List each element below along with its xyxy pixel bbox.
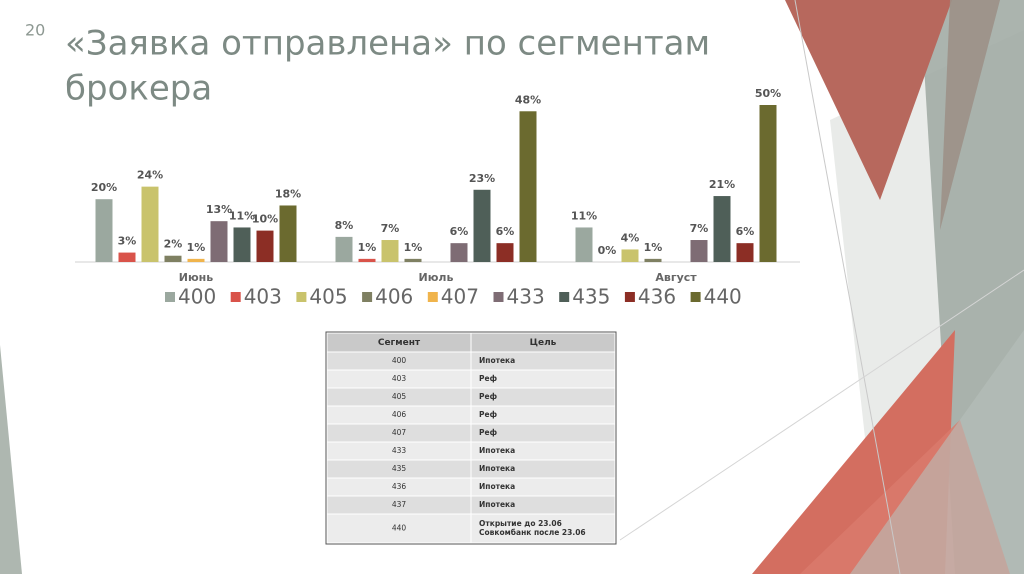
title-line: «Заявка отправлена» по сегментам [65, 24, 710, 64]
bar [187, 258, 205, 262]
bar [164, 255, 182, 262]
bar [690, 240, 708, 262]
table-cell: Ипотека [479, 356, 515, 365]
table-cell: 435 [392, 464, 407, 473]
bar [575, 227, 593, 262]
bar [759, 105, 777, 262]
bar [450, 243, 468, 262]
value-label: 1% [358, 241, 377, 254]
table-cell: 405 [392, 392, 407, 401]
legend-label: 400 [178, 285, 216, 309]
table-cell: Ипотека [479, 482, 515, 491]
legend-swatch [230, 292, 241, 302]
legend-label: 407 [441, 285, 479, 309]
legend-swatch [165, 292, 175, 302]
bar [95, 199, 113, 262]
bar [621, 249, 639, 262]
value-label: 3% [118, 235, 137, 248]
table-cell: 403 [392, 374, 407, 383]
value-label: 8% [335, 219, 354, 232]
table-cell: Цель [530, 338, 557, 348]
value-label: 23% [469, 172, 495, 185]
value-label: 50% [755, 87, 781, 100]
table-cell: Реф [479, 410, 498, 419]
bar [141, 186, 159, 262]
bar [210, 221, 228, 262]
bar [256, 230, 274, 262]
value-label: 48% [515, 93, 541, 106]
bar [404, 258, 422, 262]
bar [473, 189, 491, 262]
slide-number: 20 [25, 21, 45, 40]
value-label: 4% [621, 231, 640, 244]
table-cell: 400 [392, 356, 407, 365]
table-cell: 436 [392, 482, 407, 491]
value-label: 6% [450, 225, 469, 238]
bar [381, 240, 399, 262]
legend-label: 436 [638, 285, 676, 309]
table-cell: Открытие до 23.06 [479, 519, 562, 528]
value-label: 20% [91, 181, 117, 194]
x-tick-label: Июнь [179, 271, 214, 284]
title-line: брокера [65, 69, 212, 109]
table-cell: 440 [392, 524, 407, 533]
bar [736, 243, 754, 262]
value-label: 21% [709, 178, 735, 191]
table-cell: 437 [392, 500, 407, 509]
legend-label: 440 [704, 285, 742, 309]
value-label: 7% [381, 222, 400, 235]
bar [279, 205, 297, 262]
legend-swatch [296, 292, 307, 302]
table-cell: Совкомбанк после 23.06 [479, 528, 586, 537]
table-cell: Сегмент [378, 338, 421, 348]
legend-label: 433 [507, 285, 545, 309]
legend-label: 435 [572, 285, 610, 309]
table-cell: Ипотека [479, 446, 515, 455]
bar [519, 111, 537, 262]
value-label: 1% [187, 241, 206, 254]
value-label: 6% [496, 225, 515, 238]
legend-label: 405 [309, 285, 347, 309]
value-label: 2% [164, 238, 183, 251]
table-cell: 407 [392, 428, 407, 437]
bar [118, 252, 136, 262]
value-label: 10% [252, 213, 278, 226]
bar [496, 243, 514, 262]
legend-swatch [690, 292, 701, 302]
value-label: 18% [275, 187, 301, 200]
table-frame [325, 331, 617, 545]
table-cell: Ипотека [479, 464, 515, 473]
legend-label: 403 [244, 285, 282, 309]
value-label: 13% [206, 203, 232, 216]
legend-swatch [493, 292, 504, 302]
legend-swatch [427, 292, 438, 302]
table-cell: 406 [392, 410, 407, 419]
table-cell: Реф [479, 374, 498, 383]
value-label: 11% [229, 209, 255, 222]
value-label: 24% [137, 169, 163, 182]
table-cell: Ипотека [479, 500, 515, 509]
value-label: 7% [690, 222, 709, 235]
table-cell: Реф [479, 392, 498, 401]
bar [713, 196, 731, 262]
bar [644, 258, 662, 262]
value-label: 11% [571, 209, 597, 222]
legend-swatch [559, 292, 570, 302]
legend-swatch [362, 292, 373, 302]
value-label: 1% [404, 241, 423, 254]
bar [335, 236, 353, 262]
bar [233, 227, 251, 262]
x-tick-label: Август [655, 271, 697, 284]
table-cell: 433 [392, 446, 407, 455]
bar [358, 258, 376, 262]
legend-label: 406 [375, 285, 413, 309]
table-cell: Реф [479, 428, 498, 437]
value-label: 0% [598, 244, 617, 257]
x-tick-label: Июль [419, 271, 454, 284]
legend-swatch [624, 292, 635, 302]
value-label: 1% [644, 241, 663, 254]
value-label: 6% [736, 225, 755, 238]
